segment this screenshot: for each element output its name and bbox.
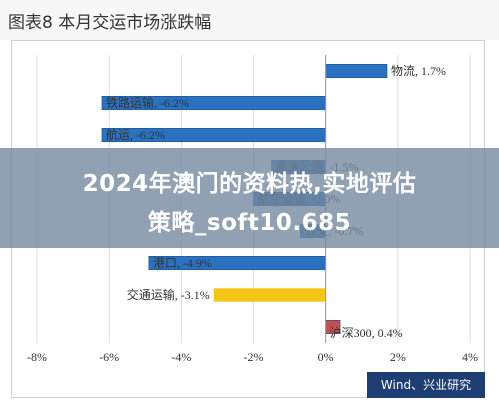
data-label: 物流, 1.7% — [391, 64, 446, 78]
x-tick-label: -4% — [171, 350, 191, 364]
data-label: 港口, -4.9% — [153, 256, 212, 270]
data-label: 航运, -6.2% — [106, 127, 165, 142]
data-label: 沪深300, 0.4% — [330, 326, 403, 340]
x-tick-label: 4% — [462, 350, 478, 364]
overlay-title-line-2: 策略_soft10.685 — [147, 210, 352, 236]
figure-title: 图表8 本月交运市场涨跌幅 — [8, 13, 212, 33]
x-tick-label: 0% — [318, 350, 334, 364]
x-tick-label: -8% — [27, 350, 47, 364]
figure-header: 图表8 本月交运市场涨跌幅 — [0, 0, 499, 40]
x-tick-label: 2% — [390, 350, 406, 364]
data-label: 铁路运输, -6.2% — [106, 95, 189, 110]
overlay-title-line-1: 2024年澳门的资料热,实地评估 — [82, 171, 417, 197]
x-tick-label: -2% — [244, 350, 264, 364]
bar — [213, 288, 326, 302]
bar — [325, 63, 388, 79]
x-tick-label: -6% — [99, 350, 119, 364]
overlay-banner: 2024年澳门的资料热,实地评估 策略_soft10.685 — [0, 148, 499, 248]
source-badge: Wind、兴业研究 — [367, 372, 485, 398]
data-label: 交通运输, -3.1% — [127, 287, 210, 302]
